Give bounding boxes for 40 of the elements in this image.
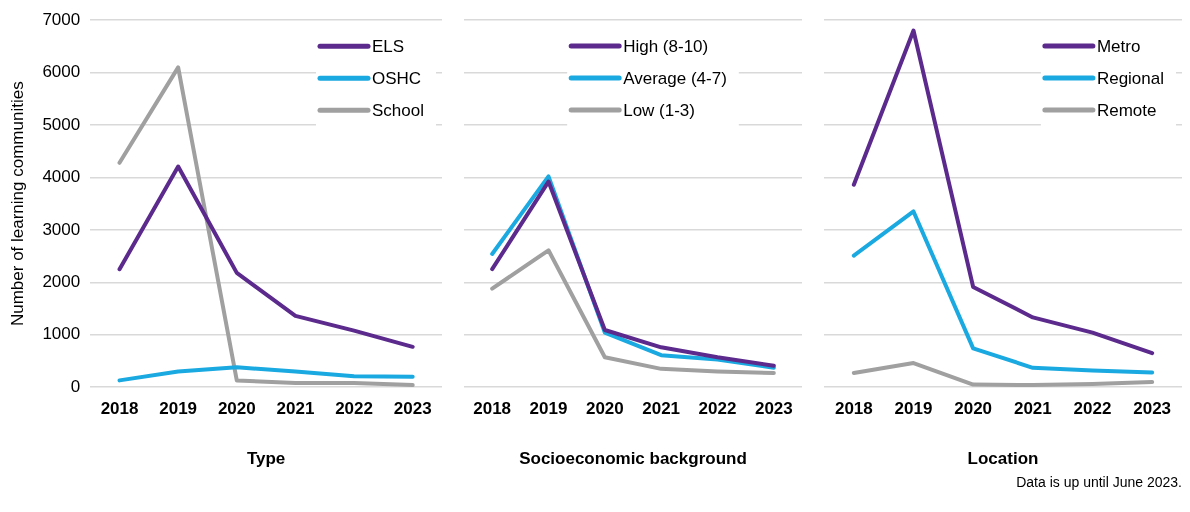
legend-label: ELS [372, 36, 405, 56]
x-tick-label: 2018 [473, 399, 512, 419]
x-tick-label: 2018 [100, 399, 139, 419]
x-tick-label: 2020 [217, 399, 256, 419]
y-tick-label: 1000 [42, 324, 81, 344]
y-tick-label: 5000 [42, 114, 81, 134]
x-tick-label: 2022 [1073, 399, 1112, 419]
x-axis-title: Socioeconomic background [519, 449, 747, 469]
legend-label: Average (4-7) [623, 68, 727, 88]
x-tick-label: 2023 [393, 399, 432, 419]
y-axis-title: Number of learning communities [7, 81, 27, 327]
y-tick-label: 6000 [42, 62, 81, 82]
x-tick-label: 2020 [954, 399, 993, 419]
x-tick-label: 2023 [754, 399, 793, 419]
x-tick-label: 2019 [529, 399, 568, 419]
x-tick-label: 2020 [585, 399, 624, 419]
x-axis-title: Location [967, 449, 1039, 469]
x-tick-label: 2023 [1133, 399, 1172, 419]
x-tick-label: 2021 [1013, 399, 1052, 419]
legend-label: Metro [1096, 36, 1141, 56]
text: Data is up until June 2023. [1015, 474, 1183, 490]
x-axis-title: Type [246, 449, 286, 469]
y-tick-label: 0 [70, 376, 81, 396]
y-tick-label: 2000 [42, 272, 81, 292]
y-tick-label: 3000 [42, 219, 81, 239]
y-tick-label: 4000 [42, 167, 81, 187]
legend-label: Low (1-3) [623, 100, 695, 120]
x-tick-label: 2019 [894, 399, 933, 419]
x-tick-label: 2021 [642, 399, 681, 419]
legend-label: Regional [1096, 68, 1165, 88]
legend-label: High (8-10) [623, 36, 709, 56]
x-tick-label: 2021 [276, 399, 315, 419]
legend-label: OSHC [372, 68, 422, 88]
y-tick-label: 7000 [42, 9, 81, 29]
x-tick-label: 2018 [834, 399, 873, 419]
x-tick-label: 2022 [698, 399, 737, 419]
x-tick-label: 2022 [335, 399, 373, 419]
x-tick-label: 2019 [159, 399, 198, 419]
legend-label: School [372, 100, 424, 120]
legend-label: Remote [1096, 100, 1157, 120]
